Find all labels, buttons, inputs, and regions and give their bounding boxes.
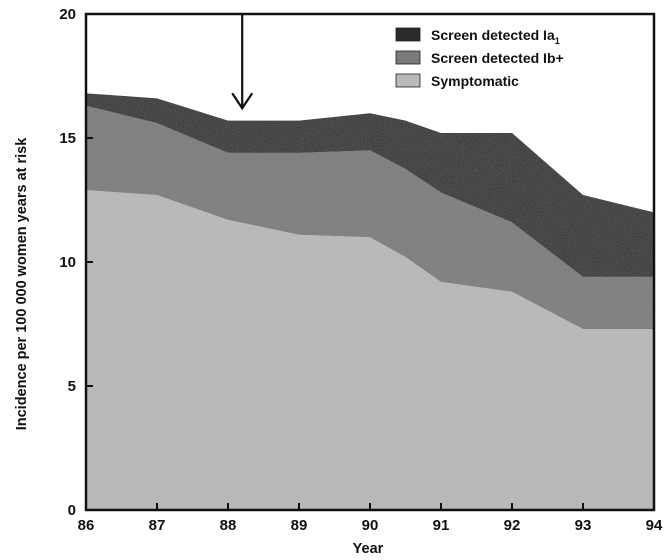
x-axis-title: Year	[353, 541, 384, 557]
x-tick-label: 87	[149, 517, 166, 534]
y-tick-label: 15	[59, 130, 76, 147]
x-tick-label: 94	[646, 517, 663, 534]
legend-label: Screen detected Ib+	[431, 50, 564, 66]
y-tick-label: 0	[68, 502, 76, 519]
x-tick-label: 90	[362, 517, 379, 534]
x-tick-label: 89	[291, 517, 308, 534]
annotation-layer	[231, 14, 254, 111]
legend-label: Screen detected Ia1	[431, 27, 560, 46]
area-series-2	[86, 105, 654, 329]
legend-swatch	[395, 50, 421, 65]
y-tick-label: 20	[59, 6, 76, 23]
area-series-3	[86, 93, 654, 277]
y-tick-label: 5	[68, 378, 76, 395]
annotation-arrow-head	[231, 92, 254, 111]
legend-swatch	[395, 27, 421, 42]
legend-label: Symptomatic	[431, 73, 519, 89]
x-tick-label: 93	[575, 517, 592, 534]
y-axis-title: Incidence per 100 000 women years at ris…	[14, 137, 30, 431]
legend: Screen detected Ia1 Screen detected Ib+ Sy…	[395, 27, 564, 89]
y-tick-label: 10	[59, 254, 76, 271]
legend-swatch	[395, 73, 421, 88]
x-tick-label: 92	[504, 517, 521, 534]
area-layer	[86, 93, 654, 510]
x-tick-label: 86	[78, 517, 95, 534]
x-tick-label: 88	[220, 517, 237, 534]
tick-layer: 86 87 88 89 90 91 92 93 94 0 5 10 15 20	[59, 6, 663, 534]
x-tick-label: 91	[433, 517, 450, 534]
area-series-1	[86, 190, 654, 510]
